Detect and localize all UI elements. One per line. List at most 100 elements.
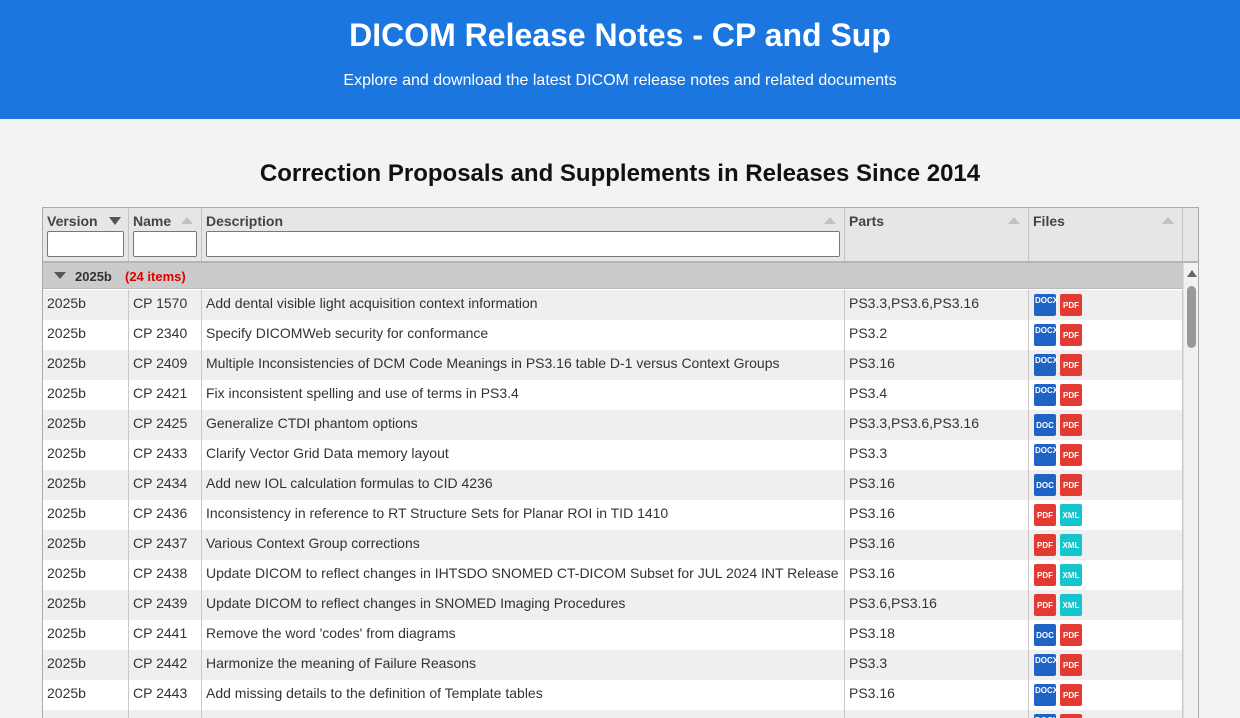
group-header-row[interactable]: 2025b (24 items) <box>43 263 1183 289</box>
pdf-file-icon[interactable]: PDF <box>1060 444 1082 466</box>
pdf-file-icon[interactable]: PDF <box>1060 324 1082 346</box>
doc-file-icon[interactable]: DOC <box>1034 474 1056 496</box>
doc-file-label: DOC <box>1036 481 1054 490</box>
table-row[interactable]: 2025b CP 2441 Remove the word 'codes' from… <box>43 620 1183 650</box>
name-cell: CP 2433 <box>129 440 202 470</box>
table-row[interactable]: 2025b CP 2433 Clarify Vector Grid Data mem… <box>43 440 1183 470</box>
pdf-file-icon[interactable]: PDF <box>1060 474 1082 496</box>
doc-file-icon[interactable]: DOC <box>1034 414 1056 436</box>
vertical-scrollbar[interactable] <box>1183 263 1198 718</box>
sort-icon[interactable] <box>824 217 836 224</box>
name-filter-input[interactable] <box>133 231 197 257</box>
pdf-file-icon[interactable]: PDF <box>1034 594 1056 616</box>
version-cell: 2025b <box>43 560 129 590</box>
xml-file-icon[interactable]: XML <box>1060 594 1082 616</box>
description-cell: Clarify Vector Grid Data memory layout <box>202 440 845 470</box>
description-cell: Remove the word 'codes' from diagrams <box>202 620 845 650</box>
name-cell: CP 2442 <box>129 650 202 680</box>
xml-file-label: XML <box>1062 601 1080 610</box>
description-cell: Harmonize the meaning of Failure Reasons <box>202 650 845 680</box>
docx-file-icon[interactable]: DOCX <box>1034 324 1059 346</box>
pdf-file-icon[interactable]: PDF <box>1060 684 1082 706</box>
table-row[interactable]: 2025b CP 2434 Add new IOL calculation form… <box>43 470 1183 500</box>
collapse-triangle-icon[interactable] <box>54 272 66 279</box>
xml-file-icon[interactable]: XML <box>1060 534 1082 556</box>
scroll-up-arrow-icon[interactable] <box>1187 270 1197 277</box>
column-parts-label: Parts <box>849 213 885 229</box>
xml-file-icon[interactable]: XML <box>1060 504 1082 526</box>
table-row[interactable]: 2025b CP 2439 Update DICOM to reflect chan… <box>43 590 1183 620</box>
sort-desc-icon[interactable] <box>109 217 121 225</box>
table-row[interactable]: 2025b CP 2436 Inconsistency in reference t… <box>43 500 1183 530</box>
name-cell: CP 2447 <box>129 710 202 718</box>
docx-file-label: DOCX <box>1035 656 1059 665</box>
pdf-file-label: PDF <box>1037 541 1053 550</box>
pdf-file-icon[interactable]: PDF <box>1060 414 1082 436</box>
parts-cell: PS3.3,PS3.6,PS3.16 <box>845 410 1029 440</box>
column-parts[interactable]: Parts <box>845 208 1029 261</box>
docx-file-icon[interactable]: DOCX <box>1034 684 1059 706</box>
table-row[interactable]: 2025b CP 2425 Generalize CTDI phantom opti… <box>43 410 1183 440</box>
description-filter-input[interactable] <box>206 231 840 257</box>
docx-file-icon[interactable]: DOCX <box>1034 384 1058 406</box>
column-description[interactable]: Description <box>202 208 845 261</box>
sort-icon[interactable] <box>1162 217 1174 224</box>
xml-file-icon[interactable]: XML <box>1060 564 1082 586</box>
column-version[interactable]: Version <box>43 208 129 261</box>
doc-file-icon[interactable]: DOC <box>1034 624 1056 646</box>
pdf-file-icon[interactable]: PDF <box>1060 354 1082 376</box>
scrollbar-thumb[interactable] <box>1187 286 1196 348</box>
docx-file-icon[interactable]: DOCX <box>1034 714 1058 718</box>
pdf-file-icon[interactable]: PDF <box>1034 564 1056 586</box>
sort-icon[interactable] <box>181 217 193 224</box>
version-filter-input[interactable] <box>47 231 124 257</box>
files-cell: PDF XML <box>1029 500 1183 530</box>
description-cell: Update DICOM to reflect changes in SNOME… <box>202 590 845 620</box>
description-cell: Add new IOL calculation formulas to CID … <box>202 470 845 500</box>
column-name[interactable]: Name <box>129 208 202 261</box>
pdf-file-icon[interactable]: PDF <box>1060 624 1082 646</box>
description-cell: Generalize CTDI phantom options <box>202 410 845 440</box>
files-cell: PDF XML <box>1029 530 1183 560</box>
page-subtitle: Explore and download the latest DICOM re… <box>343 72 897 89</box>
pdf-file-icon[interactable]: PDF <box>1034 534 1056 556</box>
version-cell: 2025b <box>43 590 129 620</box>
doc-file-label: DOC <box>1036 631 1054 640</box>
pdf-file-icon[interactable]: PDF <box>1060 294 1082 316</box>
version-cell: 2025b <box>43 500 129 530</box>
parts-cell: PS3.16 <box>845 470 1029 500</box>
files-cell: DOCX PDF <box>1029 650 1183 680</box>
table-row[interactable]: 2025b CP 2421 Fix inconsistent spelling an… <box>43 380 1183 410</box>
name-cell: CP 2436 <box>129 500 202 530</box>
docx-file-icon[interactable]: DOCX <box>1034 654 1059 676</box>
table-row[interactable]: 2025b CP 2340 Specify DICOMWeb security fo… <box>43 320 1183 350</box>
files-cell: DOCX PDF <box>1029 350 1183 380</box>
pdf-file-icon[interactable]: PDF <box>1034 504 1056 526</box>
docx-file-icon[interactable]: DOCX <box>1034 444 1058 466</box>
name-cell: CP 2437 <box>129 530 202 560</box>
docx-file-label: DOCX <box>1035 686 1059 695</box>
pdf-file-icon[interactable]: PDF <box>1060 654 1082 676</box>
files-cell: DOC PDF <box>1029 410 1183 440</box>
pdf-file-label: PDF <box>1063 691 1079 700</box>
column-files[interactable]: Files <box>1029 208 1183 261</box>
name-cell: CP 2409 <box>129 350 202 380</box>
table-row[interactable]: 2025b CP 2438 Update DICOM to reflect chan… <box>43 560 1183 590</box>
table-row[interactable]: 2025b CP 1570 Add dental visible light acq… <box>43 290 1183 320</box>
sort-icon[interactable] <box>1008 217 1020 224</box>
parts-cell: PS3.3,PS3.6,PS3.16 <box>845 290 1029 320</box>
pdf-file-icon[interactable]: PDF <box>1060 714 1082 718</box>
table-row[interactable]: 2025b CP 2409 Multiple Inconsistencies of … <box>43 350 1183 380</box>
docx-file-label: DOCX <box>1035 716 1058 718</box>
table-row[interactable]: 2025b CP 2437 Various Context Group correc… <box>43 530 1183 560</box>
table-row[interactable]: 2025b CP 2442 Harmonize the meaning of Fai… <box>43 650 1183 680</box>
docx-file-icon[interactable]: DOCX <box>1034 294 1059 316</box>
name-cell: CP 2441 <box>129 620 202 650</box>
table-row[interactable]: 2025b CP 2443 Add missing details to the d… <box>43 680 1183 710</box>
description-cell: Inconsistency in reference to RT Structu… <box>202 500 845 530</box>
pdf-file-icon[interactable]: PDF <box>1060 384 1082 406</box>
docx-file-label: DOCX <box>1035 296 1059 305</box>
docx-file-label: DOCX <box>1035 326 1059 335</box>
docx-file-icon[interactable]: DOCX <box>1034 354 1058 376</box>
